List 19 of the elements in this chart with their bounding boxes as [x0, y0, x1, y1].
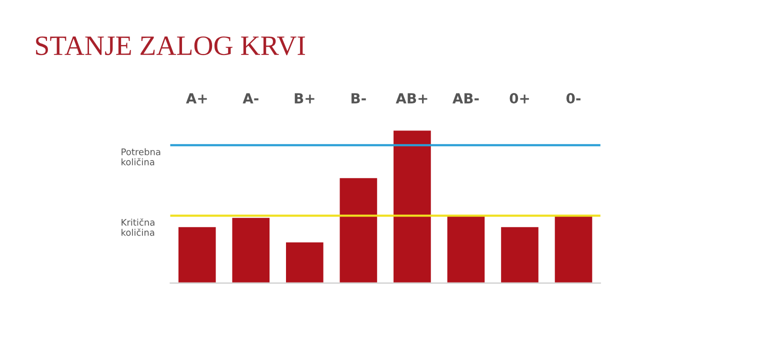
ref-line-label: Potrebna količina: [122, 148, 160, 166]
chart-title: STANJE ZALOG KRVI: [36, 36, 305, 56]
x-tick-label: A+: [186, 93, 207, 104]
x-tick-label: B+: [294, 93, 314, 104]
bar: [392, 129, 432, 284]
x-tick-label: AB+: [396, 93, 428, 104]
ref-line-label: Kritična količina: [122, 218, 154, 236]
bar: [446, 214, 486, 284]
bar: [284, 241, 325, 284]
x-tick-label: A-: [242, 93, 258, 104]
x-tick-label: B-: [352, 93, 366, 104]
bar: [230, 216, 271, 284]
bar: [553, 214, 594, 284]
x-tick-label: 0-: [566, 93, 580, 104]
bar: [338, 176, 378, 284]
x-tick-label: AB-: [452, 93, 479, 104]
bar: [177, 226, 218, 284]
bar: [500, 226, 540, 284]
x-tick-label: 0+: [510, 93, 529, 104]
